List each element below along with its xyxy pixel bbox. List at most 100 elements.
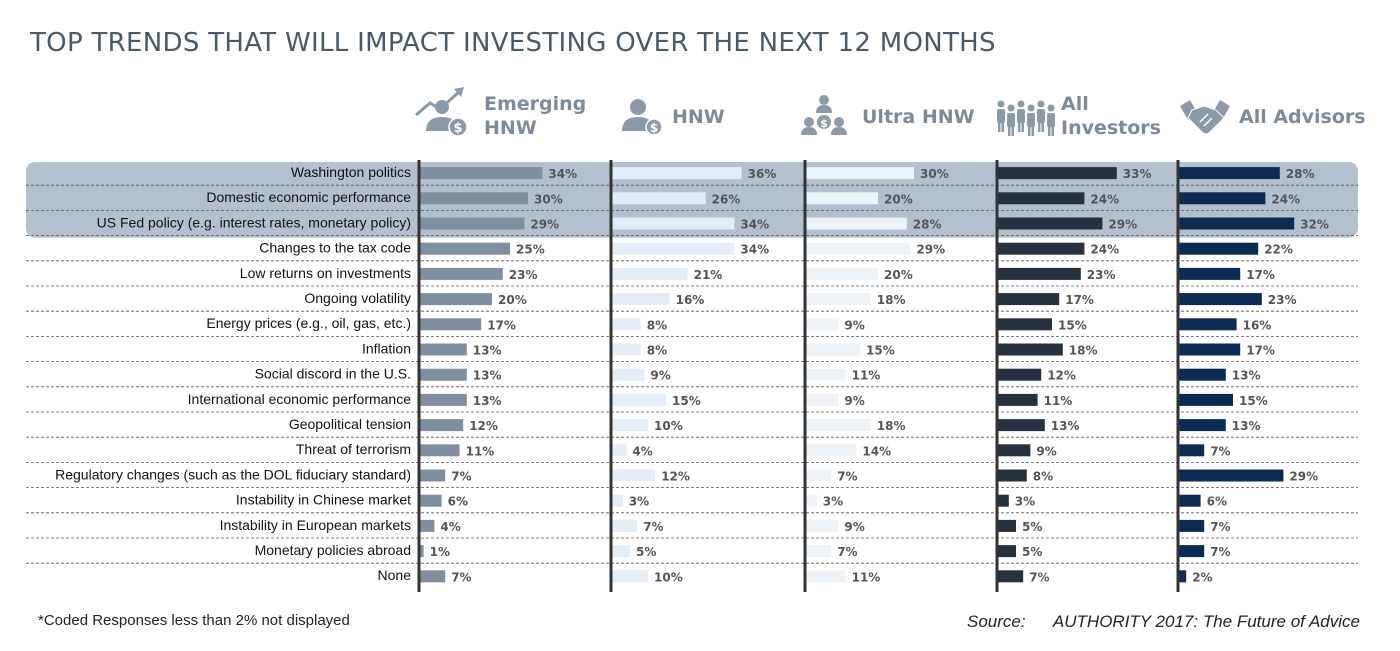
data-label: 2% — [1192, 570, 1212, 584]
bar — [1179, 469, 1284, 482]
data-label: 15% — [866, 344, 895, 358]
bar — [612, 519, 638, 532]
data-label: 4% — [632, 444, 652, 458]
data-label: 16% — [1243, 318, 1272, 332]
bar — [1179, 368, 1226, 381]
bar — [420, 167, 543, 180]
bar — [1179, 318, 1237, 331]
series-header: HNW — [672, 106, 725, 128]
data-label: 13% — [473, 369, 502, 383]
data-label: 12% — [661, 470, 690, 484]
bar — [1179, 217, 1295, 230]
bar — [420, 444, 460, 457]
series-header: Ultra HNW — [862, 106, 975, 128]
category-label: Social discord in the U.S. — [255, 366, 411, 382]
data-label: 13% — [1232, 419, 1261, 433]
bar — [1179, 393, 1233, 406]
bar — [612, 545, 630, 558]
data-label: 9% — [650, 369, 670, 383]
data-label: 32% — [1300, 218, 1329, 232]
data-label: 15% — [1058, 318, 1087, 332]
bar — [612, 293, 670, 306]
bar — [806, 444, 857, 457]
data-label: 18% — [877, 419, 906, 433]
category-label: Regulatory changes (such as the DOL fidu… — [55, 466, 411, 482]
data-label: 5% — [1022, 520, 1042, 534]
bar — [806, 494, 817, 507]
data-label: 3% — [823, 495, 843, 509]
bar — [806, 318, 839, 331]
data-label: 36% — [748, 167, 777, 181]
data-label: 3% — [629, 495, 649, 509]
bar — [806, 217, 907, 230]
bar — [612, 368, 645, 381]
bar — [998, 545, 1016, 558]
bar — [1179, 519, 1205, 532]
person-dollar-icon: $ — [622, 99, 663, 136]
bar — [1179, 343, 1241, 356]
bar — [806, 393, 839, 406]
data-label: 7% — [1210, 545, 1230, 559]
data-label: 7% — [837, 545, 857, 559]
data-label: 13% — [1232, 369, 1261, 383]
data-label: 7% — [451, 470, 471, 484]
data-label: 5% — [636, 545, 656, 559]
person-growth-dollar-icon: $ — [415, 87, 468, 137]
data-label: 11% — [1044, 394, 1073, 408]
data-label: 12% — [469, 419, 498, 433]
bar — [612, 419, 648, 432]
bar — [806, 293, 871, 306]
bar — [806, 242, 911, 255]
bar — [420, 217, 525, 230]
bar — [420, 318, 482, 331]
data-label: 23% — [1268, 293, 1297, 307]
footnote: *Coded Responses less than 2% not displa… — [38, 612, 350, 629]
bar — [806, 419, 871, 432]
bar — [1179, 444, 1205, 457]
bar — [998, 318, 1052, 331]
bar — [420, 545, 424, 558]
data-label: 21% — [694, 268, 723, 282]
bar — [998, 293, 1060, 306]
data-label: 8% — [647, 318, 667, 332]
bar — [998, 570, 1024, 583]
category-label: Instability in European markets — [220, 517, 411, 533]
bar — [612, 444, 627, 457]
data-label: 29% — [916, 243, 945, 257]
bar — [1179, 293, 1262, 306]
series-header: All Advisors — [1239, 106, 1366, 128]
bar — [806, 267, 878, 280]
data-label: 29% — [1108, 218, 1137, 232]
data-label: 15% — [1239, 394, 1268, 408]
bar — [806, 368, 846, 381]
category-label: None — [378, 567, 412, 583]
data-label: 17% — [487, 318, 516, 332]
data-label: 6% — [1207, 495, 1227, 509]
bar — [612, 570, 648, 583]
bar — [806, 519, 839, 532]
series-header: Emerging — [484, 93, 586, 115]
category-label: US Fed policy (e.g. interest rates, mone… — [97, 214, 411, 230]
data-label: 12% — [1047, 369, 1076, 383]
svg-text:$: $ — [453, 121, 462, 136]
data-label: 24% — [1090, 243, 1119, 257]
svg-text:$: $ — [820, 117, 828, 130]
bar — [1179, 494, 1201, 507]
data-label: 14% — [862, 444, 891, 458]
bar — [612, 343, 641, 356]
category-label: Ongoing volatility — [304, 290, 411, 306]
bar — [998, 267, 1081, 280]
bar — [420, 293, 492, 306]
data-label: 13% — [473, 344, 502, 358]
data-label: 17% — [1246, 268, 1275, 282]
source-label: Source: — [967, 612, 1026, 631]
bar — [998, 242, 1085, 255]
series-header: HNW — [484, 117, 537, 139]
data-label: 11% — [852, 369, 881, 383]
bar — [998, 368, 1042, 381]
data-label: 29% — [530, 218, 559, 232]
bar — [420, 343, 467, 356]
bar — [998, 419, 1045, 432]
data-label: 8% — [647, 344, 667, 358]
